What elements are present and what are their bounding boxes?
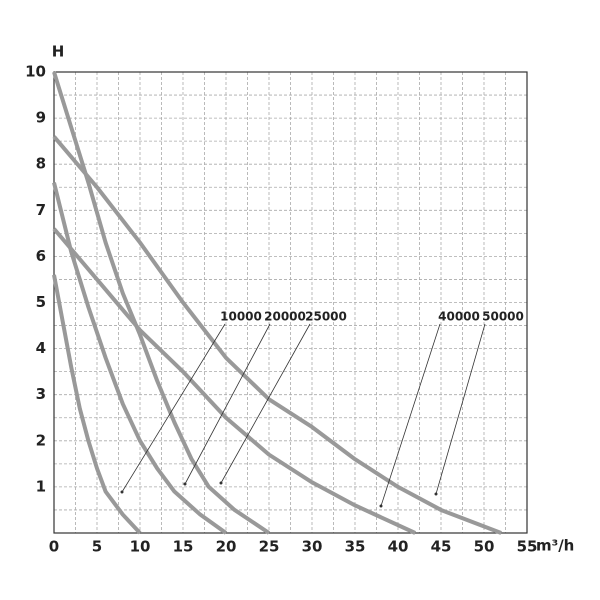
leader-line xyxy=(380,323,441,507)
legend-label: 25000 xyxy=(305,310,347,324)
x-tick-label: 35 xyxy=(345,538,366,556)
leader-dot xyxy=(379,504,383,508)
x-tick-label: 5 xyxy=(92,538,102,556)
y-tick-label: 4 xyxy=(36,339,46,357)
y-tick-label: 3 xyxy=(36,385,46,403)
y-tick-label: 9 xyxy=(36,109,46,127)
leader-dot xyxy=(219,481,223,485)
x-tick-label: 10 xyxy=(130,538,151,556)
leader-line xyxy=(184,323,271,485)
y-tick-label: 8 xyxy=(36,155,46,173)
legend-label: 40000 xyxy=(438,310,480,324)
y-tick-label: 10 xyxy=(25,63,46,81)
legend-label: 10000 xyxy=(220,310,262,324)
leader-dot xyxy=(434,492,438,496)
leader-dot xyxy=(183,482,187,486)
plot-frame xyxy=(53,71,528,534)
y-axis-label: H xyxy=(52,43,65,61)
x-tick-label: 30 xyxy=(302,538,323,556)
curve xyxy=(52,182,228,535)
y-tick-label: 5 xyxy=(36,293,46,311)
curve xyxy=(52,274,142,535)
x-tick-label: 20 xyxy=(216,538,237,556)
curve xyxy=(52,227,417,535)
x-axis-label: m³/h xyxy=(536,537,574,555)
leader-dot xyxy=(120,490,124,494)
y-tick-label: 1 xyxy=(36,477,46,495)
curve xyxy=(52,135,502,535)
legend-label: 20000 xyxy=(264,310,306,324)
leader-line xyxy=(220,323,311,484)
x-tick-label: 40 xyxy=(388,538,409,556)
y-tick-label: 6 xyxy=(36,247,46,265)
y-tick-label: 7 xyxy=(36,201,46,219)
legend-label: 50000 xyxy=(482,310,524,324)
y-tick-label: 2 xyxy=(36,431,46,449)
x-tick-label: 45 xyxy=(431,538,452,556)
x-tick-label: 15 xyxy=(173,538,194,556)
leader-line xyxy=(435,323,486,495)
x-tick-label: 0 xyxy=(49,538,59,556)
x-tick-label: 55 xyxy=(517,538,538,556)
x-tick-label: 25 xyxy=(259,538,280,556)
leader-line xyxy=(121,323,226,493)
x-tick-label: 50 xyxy=(474,538,495,556)
